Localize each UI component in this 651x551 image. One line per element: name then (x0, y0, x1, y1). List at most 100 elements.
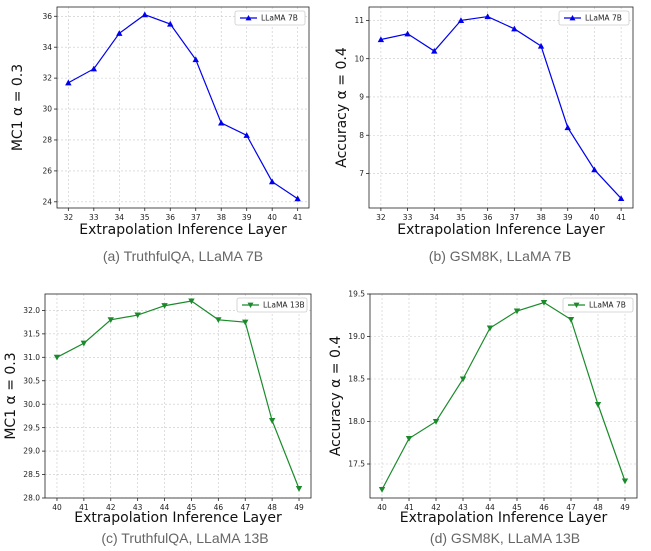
y-tick-label: 32.0 (23, 306, 40, 315)
x-tick-label: 45 (512, 503, 522, 512)
data-point (564, 124, 571, 131)
data-point (617, 195, 625, 201)
x-tick-label: 37 (510, 213, 520, 222)
y-tick-label: 30.5 (23, 376, 40, 385)
data-point (243, 132, 250, 138)
x-tick-label: 49 (620, 503, 630, 512)
x-tick-label: 35 (456, 213, 466, 222)
data-point (141, 11, 148, 18)
series-line (56, 300, 300, 489)
x-tick-label: 40 (267, 213, 277, 222)
data-point (53, 354, 61, 361)
data-point (116, 30, 123, 36)
x-tick-label: 36 (165, 213, 175, 222)
plot-frame (368, 6, 634, 209)
y-tick-label: 24 (42, 197, 52, 206)
data-point (459, 376, 467, 383)
legend-label: LLaMA 13B (263, 301, 305, 310)
x-axis-label: Extrapolation Inference Layer (79, 222, 287, 238)
x-tick-label: 41 (616, 213, 626, 222)
legend-label: LLaMA 7B (589, 301, 626, 310)
chart-panel-b: 32 33 34 35 36 37 38 39 40 41 7 8 9 10 11 Extrapolation… (325, 0, 651, 249)
legend: LLaMA 7B (234, 10, 306, 26)
data-point (268, 418, 276, 424)
data-point (167, 20, 174, 27)
data-point (405, 435, 413, 442)
plot-frame (369, 293, 638, 499)
y-tick-label: 36 (42, 12, 52, 21)
data-point (591, 166, 598, 173)
y-axis-label: MC1 α = 0.3 (3, 352, 19, 439)
x-tick-label: 45 (187, 503, 197, 512)
legend-box (562, 297, 634, 313)
legend-box (234, 10, 306, 26)
legend-label: LLaMA 7B (585, 14, 622, 23)
x-tick-label: 39 (242, 213, 252, 222)
legend-label: LLaMA 7B (261, 14, 298, 23)
x-tick-label: 32 (64, 213, 74, 222)
legend: LLaMA 7B (558, 10, 630, 26)
x-tick-label: 42 (106, 503, 116, 512)
data-point (107, 317, 114, 323)
data-point (484, 13, 491, 20)
y-axis-label: Accuracy α = 0.4 (328, 336, 344, 457)
data-point (294, 195, 301, 202)
y-tick-label: 11 (354, 16, 364, 25)
y-tick-label: 8 (359, 131, 364, 140)
data-point (90, 65, 98, 72)
x-tick-label: 38 (536, 213, 546, 222)
y-tick-label: 19.5 (348, 290, 365, 299)
data-point (295, 486, 303, 492)
y-tick-label: 31.5 (23, 329, 40, 338)
data-point (377, 36, 385, 43)
x-tick-label: 33 (403, 213, 413, 222)
data-point (621, 478, 629, 485)
data-point (161, 303, 168, 309)
y-tick-label: 34 (42, 43, 52, 52)
chart-panel-a: 32 33 34 35 36 37 38 39 40 41 24 26 28 30 32 34 36 Extrap… (0, 0, 325, 249)
data-point (594, 401, 602, 408)
legend-box (236, 297, 308, 313)
x-tick-label: 37 (191, 213, 201, 222)
caption-a: (a) TruthfulQA, LLaMA 7B (102, 248, 264, 264)
data-point (65, 79, 72, 86)
data-point (567, 316, 575, 323)
data-point (188, 298, 195, 305)
y-tick-label: 19.0 (348, 332, 365, 341)
y-tick-label: 28 (42, 136, 52, 145)
data-point (513, 308, 521, 315)
y-axis-label: Accuracy α = 0.4 (334, 47, 350, 168)
y-tick-label: 31.0 (23, 353, 40, 362)
caption-c: (c) TruthfulQA, LLaMA 13B (101, 530, 269, 546)
x-tick-label: 43 (133, 503, 143, 512)
y-tick-label: 18.0 (348, 417, 365, 426)
x-tick-label: 38 (216, 213, 226, 222)
y-tick-label: 7 (359, 169, 364, 178)
x-tick-label: 32 (376, 213, 386, 222)
x-tick-label: 44 (485, 503, 495, 512)
data-point (457, 17, 465, 23)
x-axis-label: Extrapolation Inference Layer (74, 510, 282, 526)
y-tick-label: 9 (359, 93, 364, 102)
y-tick-label: 17.5 (348, 460, 365, 469)
x-tick-label: 36 (483, 213, 493, 222)
chart-panel-d: 40 41 42 43 44 45 46 47 48 49 17.5 18.0 18.5 19.0 19.5… (325, 282, 651, 536)
x-tick-label: 41 (79, 503, 89, 512)
caption-b: (b) GSM8K, LLaMA 7B (428, 248, 572, 264)
x-tick-label: 35 (140, 213, 150, 222)
x-tick-label: 39 (563, 213, 573, 222)
chart-d: 40 41 42 43 44 45 46 47 48 49 17.5 18.0 18.5 19.0 19.5… (328, 290, 638, 526)
x-tick-label: 34 (115, 213, 125, 222)
series-line (380, 15, 622, 199)
data-point (431, 47, 438, 54)
x-tick-label: 42 (431, 503, 441, 512)
chart-panel-c: 40 41 42 43 44 45 46 47 48 49 28.0 28.5 29.0 29.5 30.0… (0, 282, 325, 536)
data-point (242, 319, 249, 326)
plot-frame (44, 293, 312, 499)
x-axis-label: Extrapolation Inference Layer (400, 510, 608, 526)
caption-d: (d) GSM8K, LLaMA 13B (429, 530, 581, 546)
y-tick-label: 26 (42, 166, 52, 175)
x-tick-label: 40 (377, 503, 387, 512)
x-tick-label: 40 (590, 213, 600, 222)
data-point (218, 119, 225, 126)
